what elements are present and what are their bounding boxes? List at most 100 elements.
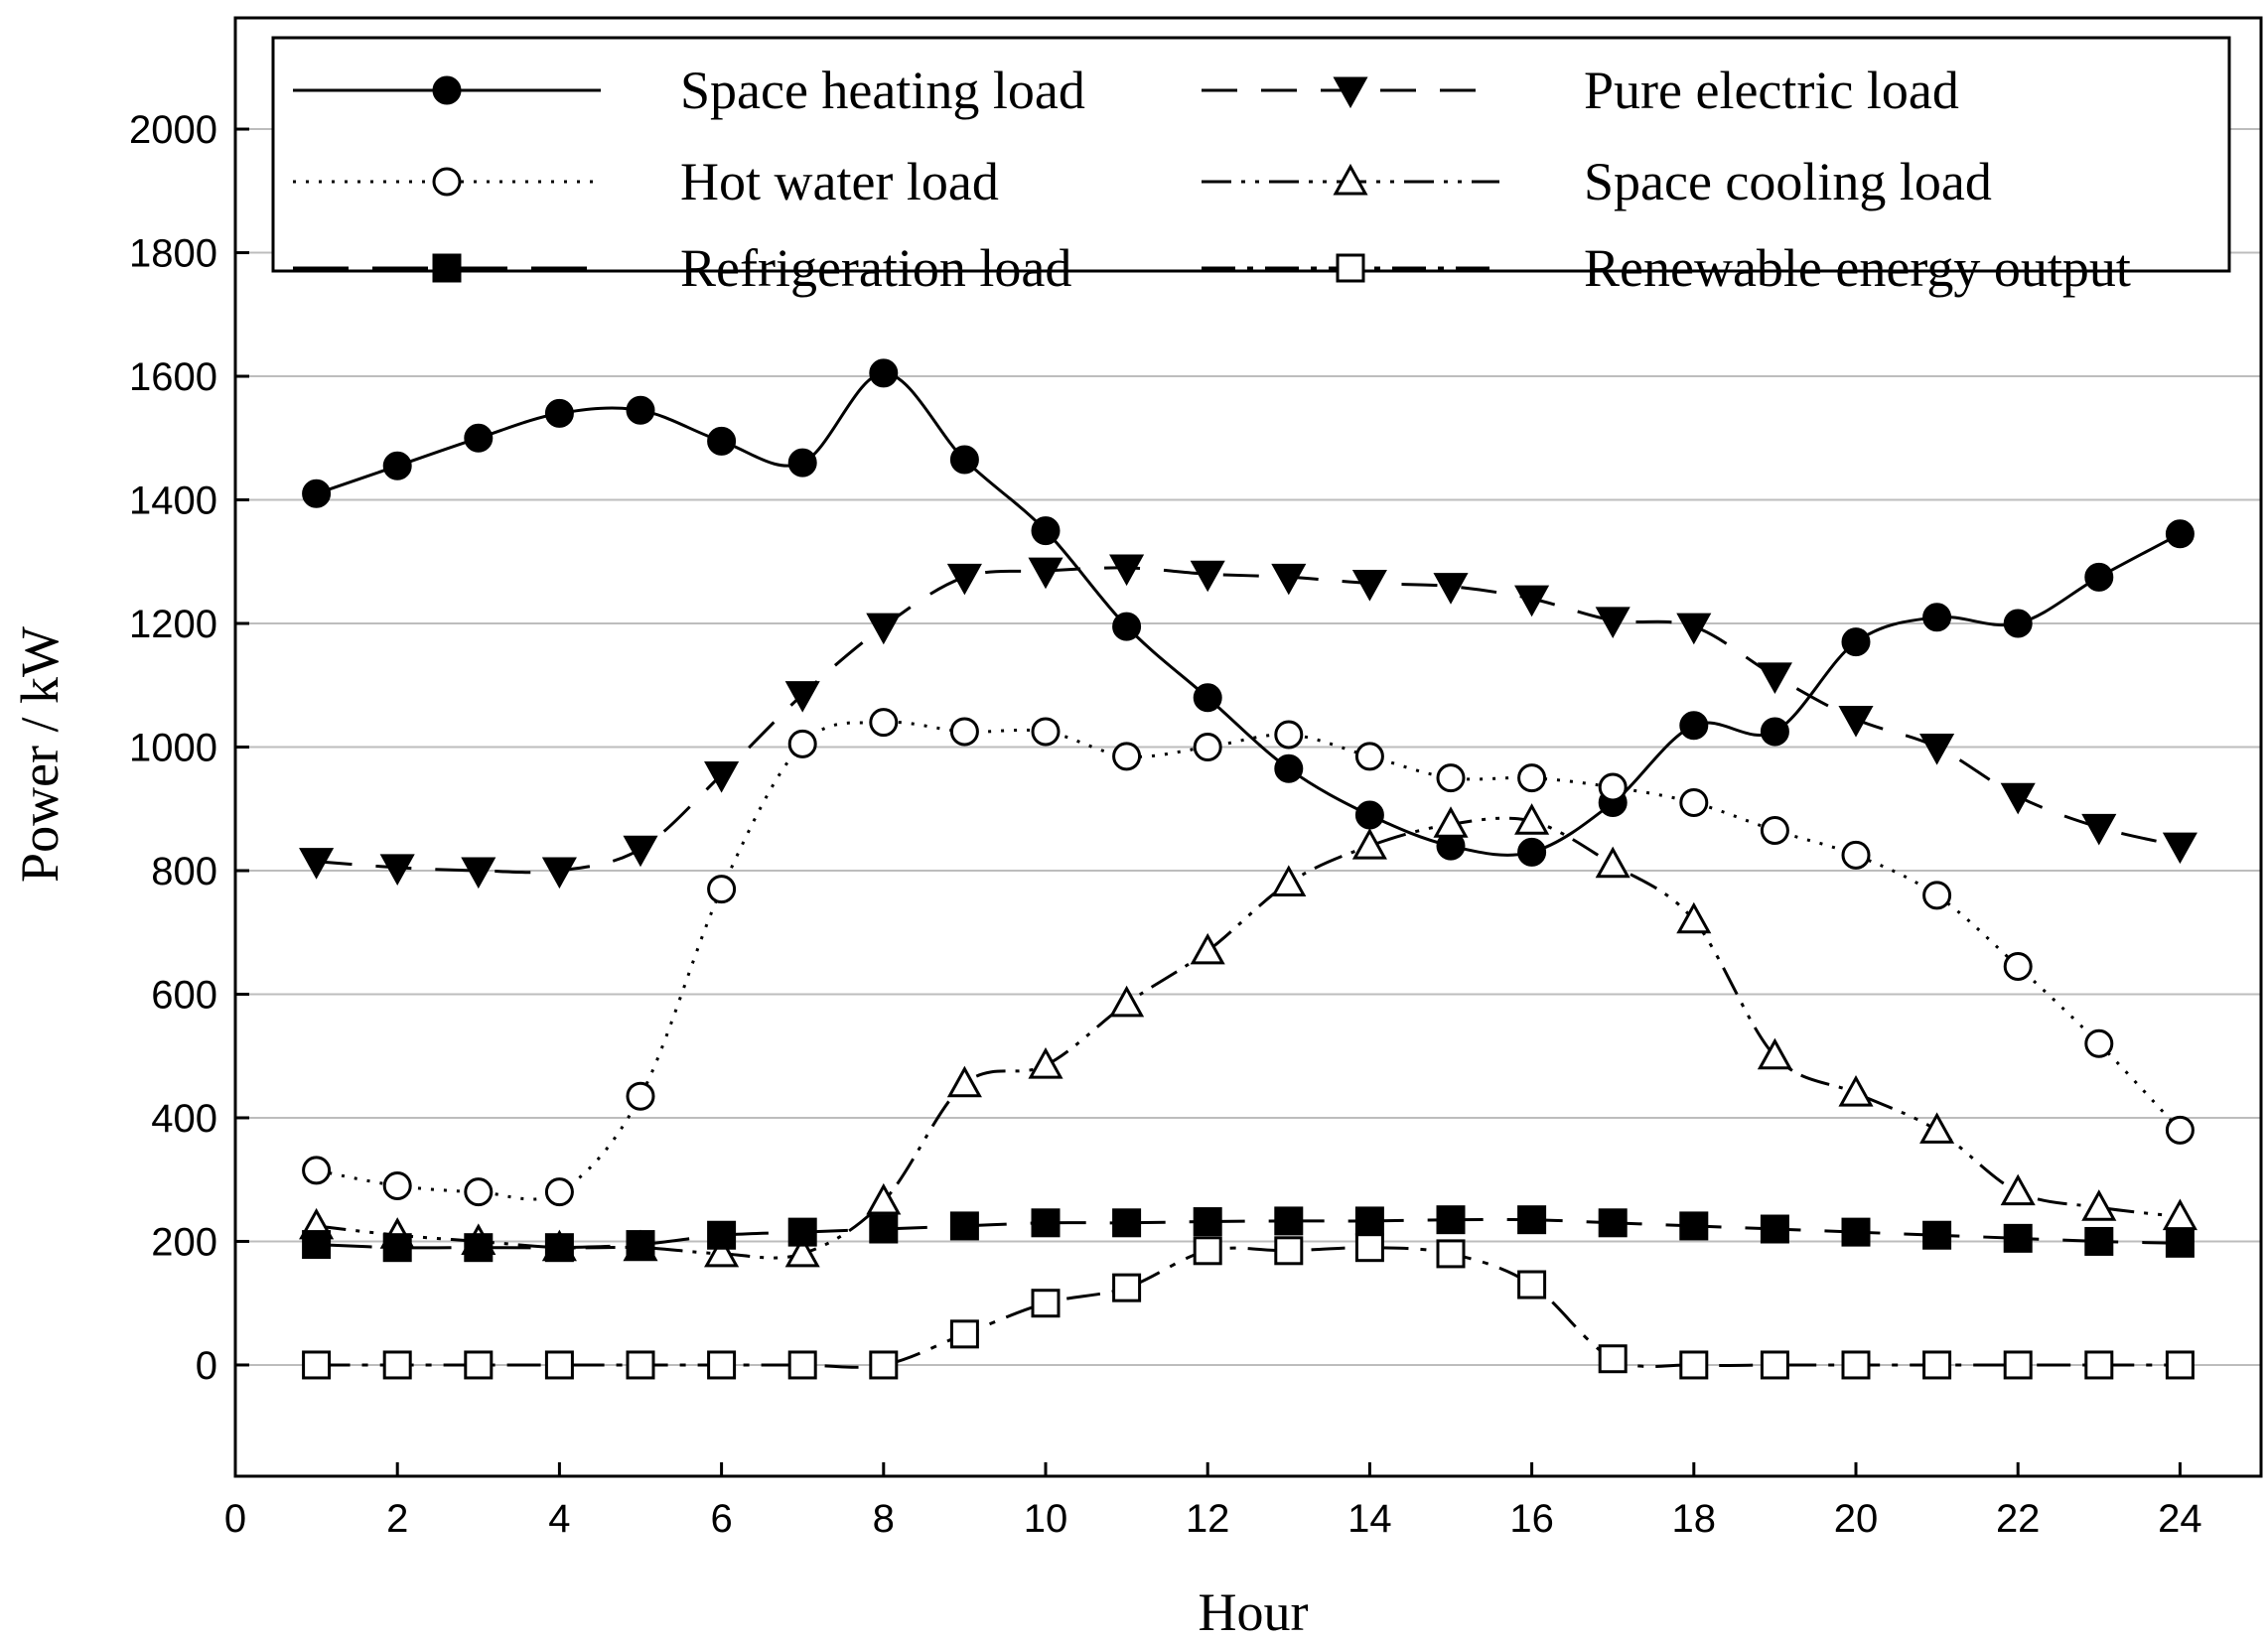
series-hot-water-load [302,708,2195,1207]
data-point-space-heating-load [1112,612,1142,641]
data-point-renewable-energy-output [1354,1233,1384,1263]
legend-item-renewable-energy-output: Renewable energy output [1202,238,2131,298]
data-point-hot-water-load [787,729,817,758]
legend-marker-pure-electric-load [1333,76,1368,109]
data-point-space-heating-load [1193,683,1222,713]
data-point-refrigeration-load [1922,1220,1952,1250]
data-point-hot-water-load [1193,733,1222,761]
data-point-renewable-energy-output [1598,1344,1628,1374]
data-point-pure-electric-load [2162,832,2197,865]
data-point-refrigeration-load [2084,1226,2114,1256]
data-point-space-cooling-load [784,1235,820,1268]
data-point-hot-water-load [1436,763,1466,793]
data-point-space-cooling-load [704,1235,740,1268]
data-point-space-cooling-load [2162,1198,2197,1231]
data-point-pure-electric-load [1271,563,1307,596]
y-tick-label: 0 [196,1344,217,1388]
data-point-pure-electric-load [1028,557,1063,590]
data-point-space-heating-load [1354,800,1384,830]
legend-marker-refrigeration-load [432,253,462,283]
data-point-space-heating-load [2003,609,2033,638]
data-point-refrigeration-load [1598,1208,1628,1238]
data-point-renewable-energy-output [382,1350,412,1380]
data-point-hot-water-load [544,1177,574,1207]
data-point-renewable-energy-output [787,1350,817,1380]
y-tick-label: 800 [151,850,217,893]
data-point-hot-water-load [1517,763,1547,793]
data-point-hot-water-load [626,1081,655,1111]
data-point-renewable-energy-output [1517,1270,1547,1300]
data-point-pure-electric-load [1351,570,1387,602]
data-point-renewable-energy-output [302,1350,332,1380]
data-point-hot-water-load [1112,742,1142,771]
y-tick-label: 1800 [129,232,217,276]
data-point-pure-electric-load [1838,705,1874,738]
data-point-refrigeration-load [1517,1205,1547,1235]
data-point-space-cooling-load [1433,806,1469,838]
data-point-hot-water-load [2084,1028,2114,1058]
series-layer [299,358,2197,1380]
legend-label-refrigeration-load: Refrigeration load [680,238,1071,298]
data-point-space-heating-load [626,395,655,425]
data-point-space-cooling-load [1351,828,1387,860]
data-point-pure-electric-load [1433,573,1469,605]
legend-label-hot-water-load: Hot water load [680,152,999,211]
data-point-hot-water-load [1679,788,1709,818]
y-tick-label: 1000 [129,727,217,770]
data-point-renewable-energy-output [949,1319,979,1349]
data-point-space-cooling-load [866,1182,902,1215]
data-point-renewable-energy-output [1760,1350,1789,1380]
y-tick-label: 1400 [129,479,217,523]
series-pure-electric-load [299,554,2197,889]
data-point-space-cooling-load [1919,1112,1955,1144]
data-point-hot-water-load [1354,742,1384,771]
data-point-refrigeration-load [1274,1206,1304,1236]
legend-item-space-cooling-load: Space cooling load [1202,152,1992,211]
data-point-space-heating-load [1922,603,1952,632]
data-point-space-heating-load [869,358,899,388]
data-point-renewable-energy-output [1112,1273,1142,1302]
data-point-space-cooling-load [946,1065,982,1098]
data-point-renewable-energy-output [2003,1350,2033,1380]
data-point-refrigeration-load [1112,1208,1142,1238]
x-tick-label: 22 [1996,1497,2041,1541]
data-point-space-heating-load [1517,837,1547,867]
data-point-hot-water-load [1598,772,1628,802]
legend-label-pure-electric-load: Pure electric load [1584,61,1959,120]
data-point-renewable-energy-output [2084,1350,2114,1380]
data-point-pure-electric-load [1109,554,1145,587]
data-point-renewable-energy-output [2165,1350,2195,1380]
data-point-hot-water-load [2165,1115,2195,1145]
y-axis-title: Power / kW [10,626,70,883]
data-point-pure-electric-load [784,681,820,713]
data-point-renewable-energy-output [1679,1350,1709,1380]
data-point-hot-water-load [302,1156,332,1185]
data-point-pure-electric-load [1514,585,1550,617]
data-point-refrigeration-load [1679,1211,1709,1241]
data-point-refrigeration-load [707,1220,737,1250]
data-point-hot-water-load [1760,816,1789,846]
x-tick-label: 6 [710,1497,732,1541]
data-point-hot-water-load [464,1177,494,1207]
data-point-pure-electric-load [2081,813,2117,846]
y-tick-label: 2000 [129,108,217,152]
data-point-space-heating-load [464,423,494,453]
y-tick-label: 200 [151,1220,217,1264]
data-point-renewable-energy-output [707,1350,737,1380]
data-point-renewable-energy-output [544,1350,574,1380]
data-point-hot-water-load [1841,840,1871,870]
data-point-space-cooling-load [1757,1037,1792,1070]
legend-item-refrigeration-load: Refrigeration load [293,238,1071,298]
data-point-refrigeration-load [2003,1223,2033,1253]
series-space-heating-load [302,358,2195,867]
data-point-refrigeration-load [1841,1217,1871,1247]
data-point-space-heating-load [1679,711,1709,741]
series-refrigeration-load [302,1205,2195,1263]
data-point-refrigeration-load [1193,1207,1222,1237]
series-line-space-heating-load [316,371,2182,857]
data-point-renewable-energy-output [1274,1236,1304,1266]
data-point-pure-electric-load [379,854,415,886]
data-point-refrigeration-load [1760,1214,1789,1244]
data-point-refrigeration-load [1031,1208,1061,1238]
